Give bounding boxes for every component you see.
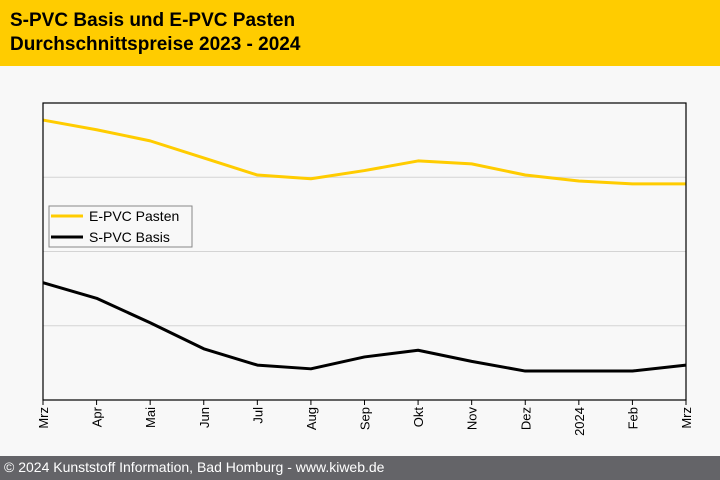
chart-title-line1: S-PVC Basis und E-PVC Pasten — [10, 10, 296, 31]
x-tick-label: Jul — [250, 407, 265, 424]
series-lines — [42, 118, 687, 373]
legend-box — [48, 205, 193, 248]
legend-label: E-PVC Pasten — [89, 208, 179, 224]
line-chart: Mrz Apr Mai Jun Jul Aug Sep Okt Nov Dez 2024 Feb Mrz… — [36, 102, 694, 436]
gridlines — [43, 176, 686, 327]
x-tick-label: Sep — [358, 407, 373, 430]
copyright-text: © 2024 Kunststoff Information, Bad Hombu… — [4, 459, 385, 475]
series-line-e-pvc-pasten — [42, 118, 686, 186]
x-tick-label: Mrz — [36, 407, 51, 429]
x-tick-label: Okt — [411, 407, 426, 428]
x-tick-label: Apr — [90, 406, 105, 427]
series-line-s-pvc-basis — [42, 281, 687, 373]
x-tick-label: Dez — [518, 407, 533, 430]
x-axis: Mrz Apr Mai Jun Jul Aug Sep Okt Nov Dez 2024 Feb Mrz — [36, 400, 694, 436]
x-tick-label: Mrz — [679, 407, 694, 429]
legend-label: S-PVC Basis — [89, 229, 170, 245]
legend: E-PVC Pasten S-PVC Basis — [48, 205, 193, 248]
x-tick-label: Feb — [625, 407, 640, 429]
chart-title-line2: Durchschnittspreise 2023 - 2024 — [10, 34, 301, 55]
x-tick-label: 2024 — [572, 407, 587, 436]
x-tick-label: Nov — [465, 407, 480, 431]
footer-bar: © 2024 Kunststoff Information, Bad Hombu… — [0, 456, 720, 480]
x-tick-label: Aug — [304, 407, 319, 430]
x-tick-label: Mai — [143, 407, 158, 428]
header-bar: S-PVC Basis und E-PVC Pasten Durchschnit… — [0, 0, 720, 66]
x-tick-label: Jun — [197, 407, 212, 428]
